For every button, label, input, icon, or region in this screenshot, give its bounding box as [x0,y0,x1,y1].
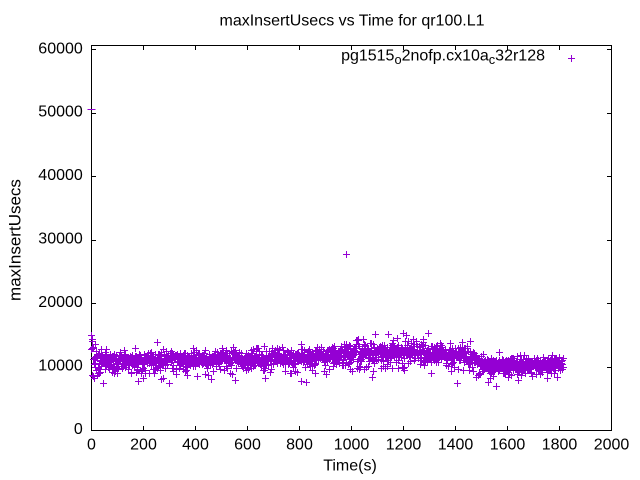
svg-text:pg1515o2nofp.cx10ac32r128: pg1515o2nofp.cx10ac32r128 [341,47,545,67]
svg-text:600: 600 [234,437,261,454]
svg-text:30000: 30000 [38,231,83,248]
svg-text:1000: 1000 [334,437,370,454]
svg-text:1200: 1200 [386,437,422,454]
svg-text:Time(s): Time(s) [323,458,377,475]
svg-text:2000: 2000 [594,437,630,454]
svg-text:800: 800 [286,437,313,454]
svg-text:1600: 1600 [490,437,526,454]
svg-text:50000: 50000 [38,104,83,121]
svg-text:1800: 1800 [542,437,578,454]
svg-text:0: 0 [87,437,96,454]
svg-text:40000: 40000 [38,167,83,184]
svg-text:10000: 10000 [38,358,83,375]
svg-text:maxInsertUsecs vs Time for qr1: maxInsertUsecs vs Time for qr100.L1 [220,13,485,30]
svg-text:60000: 60000 [38,40,83,57]
svg-text:20000: 20000 [38,294,83,311]
svg-text:400: 400 [182,437,209,454]
svg-text:maxInsertUsecs: maxInsertUsecs [6,179,25,301]
svg-text:0: 0 [74,421,83,438]
svg-text:1400: 1400 [438,437,474,454]
svg-text:200: 200 [130,437,157,454]
